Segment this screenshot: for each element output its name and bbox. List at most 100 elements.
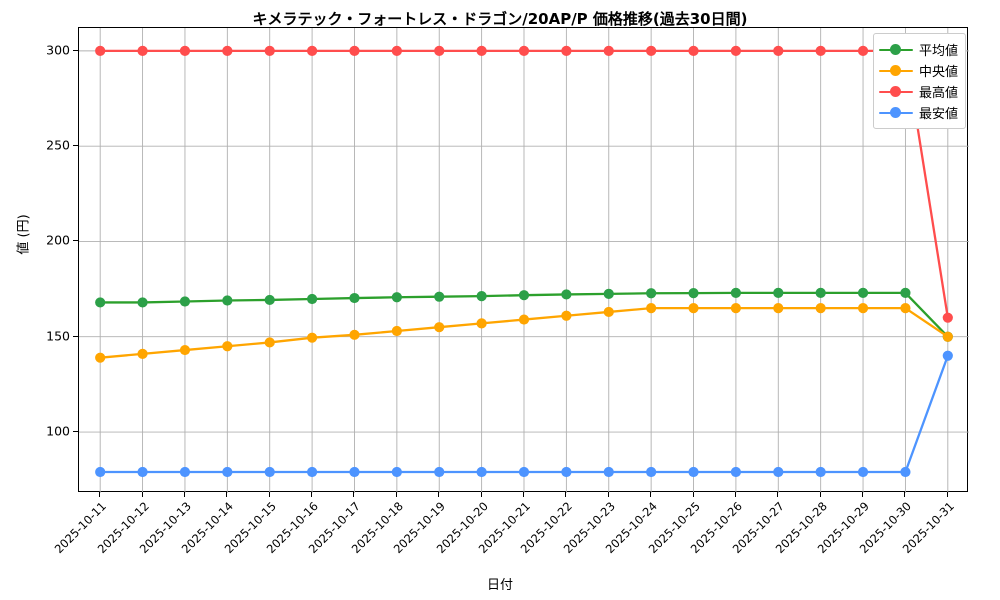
legend-swatch-icon <box>879 43 913 57</box>
legend-item-3[interactable]: 最安値 <box>879 102 958 123</box>
y-axis-tick-label: 250 <box>46 137 70 153</box>
y-axis-tick-mark <box>73 49 78 51</box>
legend-swatch-icon <box>879 85 913 99</box>
data-point-marker <box>857 466 869 478</box>
plot-area <box>78 27 969 493</box>
data-point-marker <box>646 466 657 478</box>
data-point-marker <box>222 466 233 478</box>
data-point-marker <box>646 45 657 56</box>
data-point-marker <box>688 466 699 478</box>
data-point-marker <box>773 303 784 314</box>
data-point-marker <box>391 292 402 303</box>
data-point-marker <box>561 466 572 478</box>
data-point-marker <box>942 331 953 342</box>
data-point-marker <box>476 45 487 56</box>
data-point-marker <box>476 318 487 329</box>
x-axis-tick-mark <box>183 492 185 497</box>
legend-label: 最安値 <box>919 107 959 122</box>
data-point-marker <box>434 466 445 478</box>
legend-item-2[interactable]: 最高値 <box>879 81 958 102</box>
data-point-marker <box>306 293 318 305</box>
data-point-marker <box>603 288 614 299</box>
data-point-marker <box>391 466 402 478</box>
data-point-marker <box>603 466 614 478</box>
x-axis-label: 日付 <box>486 578 513 593</box>
legend-item-0[interactable]: 平均値 <box>879 39 958 60</box>
legend-swatch-icon <box>879 64 913 78</box>
data-point-marker <box>730 45 742 56</box>
data-point-marker <box>179 296 191 307</box>
x-axis-tick-mark <box>734 492 736 497</box>
data-point-marker <box>434 322 445 333</box>
data-point-marker <box>179 466 191 478</box>
y-axis-tick-mark <box>73 145 78 147</box>
data-point-marker <box>95 352 106 363</box>
legend-item-1[interactable]: 中央値 <box>879 60 958 81</box>
data-point-marker <box>561 289 572 300</box>
legend-label: 中央値 <box>919 65 959 80</box>
data-point-marker <box>518 290 530 301</box>
x-axis-tick-mark <box>523 492 524 497</box>
data-point-marker <box>561 45 572 56</box>
data-point-marker <box>349 292 360 304</box>
data-point-marker <box>518 45 530 56</box>
data-point-marker <box>349 329 360 340</box>
y-axis-tick-label: 200 <box>46 232 70 248</box>
x-axis-tick-mark <box>904 492 906 497</box>
x-axis-tick-mark <box>438 492 440 497</box>
data-point-marker <box>222 295 233 306</box>
data-point-marker <box>137 348 148 359</box>
data-point-marker <box>476 466 487 478</box>
data-point-marker <box>773 287 784 298</box>
x-axis-tick-mark <box>819 492 821 497</box>
x-axis-tick-mark <box>353 492 355 497</box>
x-axis-tick-mark <box>777 492 779 497</box>
data-point-marker <box>349 45 360 56</box>
series-lines <box>95 45 953 478</box>
y-axis-tick-label: 150 <box>46 328 70 344</box>
y-axis-tick-label: 300 <box>46 42 70 58</box>
data-point-marker <box>137 297 148 308</box>
data-point-marker <box>900 287 911 298</box>
data-point-marker <box>688 287 699 299</box>
data-point-marker <box>222 341 233 352</box>
data-point-marker <box>900 303 911 314</box>
data-point-marker <box>857 303 869 314</box>
data-point-marker <box>773 45 784 56</box>
data-point-marker <box>95 466 106 478</box>
data-point-marker <box>95 297 106 308</box>
data-point-marker <box>264 294 275 306</box>
x-axis-tick-mark <box>311 492 313 497</box>
data-point-marker <box>603 45 614 56</box>
data-point-marker <box>264 337 275 348</box>
data-point-marker <box>222 45 233 56</box>
y-axis-tick-mark <box>73 240 78 242</box>
x-axis-tick-mark <box>650 492 652 497</box>
data-point-marker <box>646 303 657 314</box>
x-axis-tick-mark <box>946 492 948 497</box>
data-point-marker <box>137 45 148 56</box>
data-point-marker <box>264 466 275 478</box>
data-point-marker <box>306 332 318 343</box>
data-point-marker <box>688 303 699 314</box>
data-point-marker <box>306 466 318 478</box>
data-point-marker <box>942 312 953 323</box>
x-axis-tick-mark <box>99 492 101 497</box>
data-point-marker <box>137 466 148 478</box>
x-axis-tick-mark <box>565 492 567 497</box>
y-axis-tick-mark <box>73 431 78 433</box>
data-point-marker <box>646 288 657 299</box>
data-point-marker <box>857 45 869 56</box>
x-axis-tick-mark <box>862 492 864 497</box>
data-point-marker <box>95 45 106 56</box>
data-point-marker <box>688 45 699 56</box>
data-point-marker <box>942 350 953 361</box>
grid-lines <box>79 28 969 493</box>
chart-title: キメラテック・フォートレス・ドラゴン/20AP/P 価格推移(過去30日間) <box>252 10 748 28</box>
data-point-marker <box>179 344 191 356</box>
legend-label: 平均値 <box>919 44 959 59</box>
legend-label: 最高値 <box>919 86 959 101</box>
data-point-marker <box>773 466 784 478</box>
data-point-marker <box>264 45 275 56</box>
